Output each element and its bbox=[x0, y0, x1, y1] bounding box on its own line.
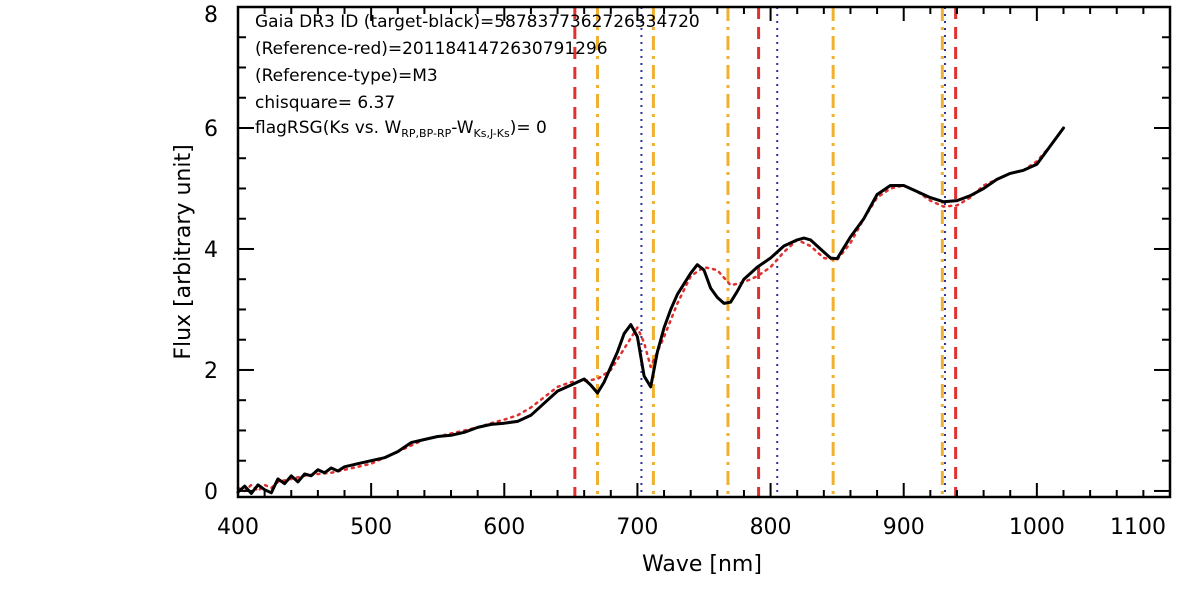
reference-spectrum-line bbox=[236, 126, 1065, 493]
x-tick-label: 800 bbox=[750, 515, 792, 540]
annotation-flag-rsg: flagRSG(Ks vs. WRP,BP-RP-WKs,J-Ks)= 0 bbox=[255, 118, 547, 140]
x-tick-label: 900 bbox=[883, 515, 925, 540]
y-axis-title: Flux [arbitrary unit] bbox=[171, 144, 196, 359]
annotation-reference-id: (Reference-red)=2011841472630791296 bbox=[255, 39, 608, 59]
y-tick-label: 6 bbox=[204, 117, 218, 142]
axis-ticks bbox=[237, 6, 1171, 497]
annotation-gaia-id: Gaia DR3 ID (target-black)=5878377362726… bbox=[255, 12, 700, 32]
x-tick-label: 1000 bbox=[1009, 515, 1065, 540]
annotation-chisquare: chisquare= 6.37 bbox=[255, 93, 395, 113]
x-axis-title: Wave [nm] bbox=[642, 552, 762, 577]
annotation-reference-type: (Reference-type)=M3 bbox=[255, 66, 438, 86]
x-tick-label: 1100 bbox=[1110, 515, 1166, 540]
y-tick-label: 4 bbox=[204, 238, 218, 263]
x-tick-label: 500 bbox=[350, 515, 392, 540]
y-tick-label: 0 bbox=[204, 480, 218, 505]
series-lines bbox=[236, 126, 1065, 495]
x-tick-labels: 400 500 600 700 800 900 1000 1100 bbox=[217, 515, 1166, 540]
x-tick-label: 600 bbox=[483, 515, 525, 540]
x-tick-label: 700 bbox=[616, 515, 658, 540]
x-tick-label: 400 bbox=[217, 515, 259, 540]
target-spectrum-line bbox=[236, 126, 1065, 495]
annotation-block: Gaia DR3 ID (target-black)=5878377362726… bbox=[255, 12, 700, 140]
plot-frame bbox=[236, 5, 1172, 499]
y-tick-label: 2 bbox=[204, 359, 218, 384]
y-tick-label: 8 bbox=[204, 3, 218, 28]
y-tick-labels: 0 2 4 6 8 bbox=[204, 3, 218, 505]
reference-lines bbox=[573, 7, 958, 497]
